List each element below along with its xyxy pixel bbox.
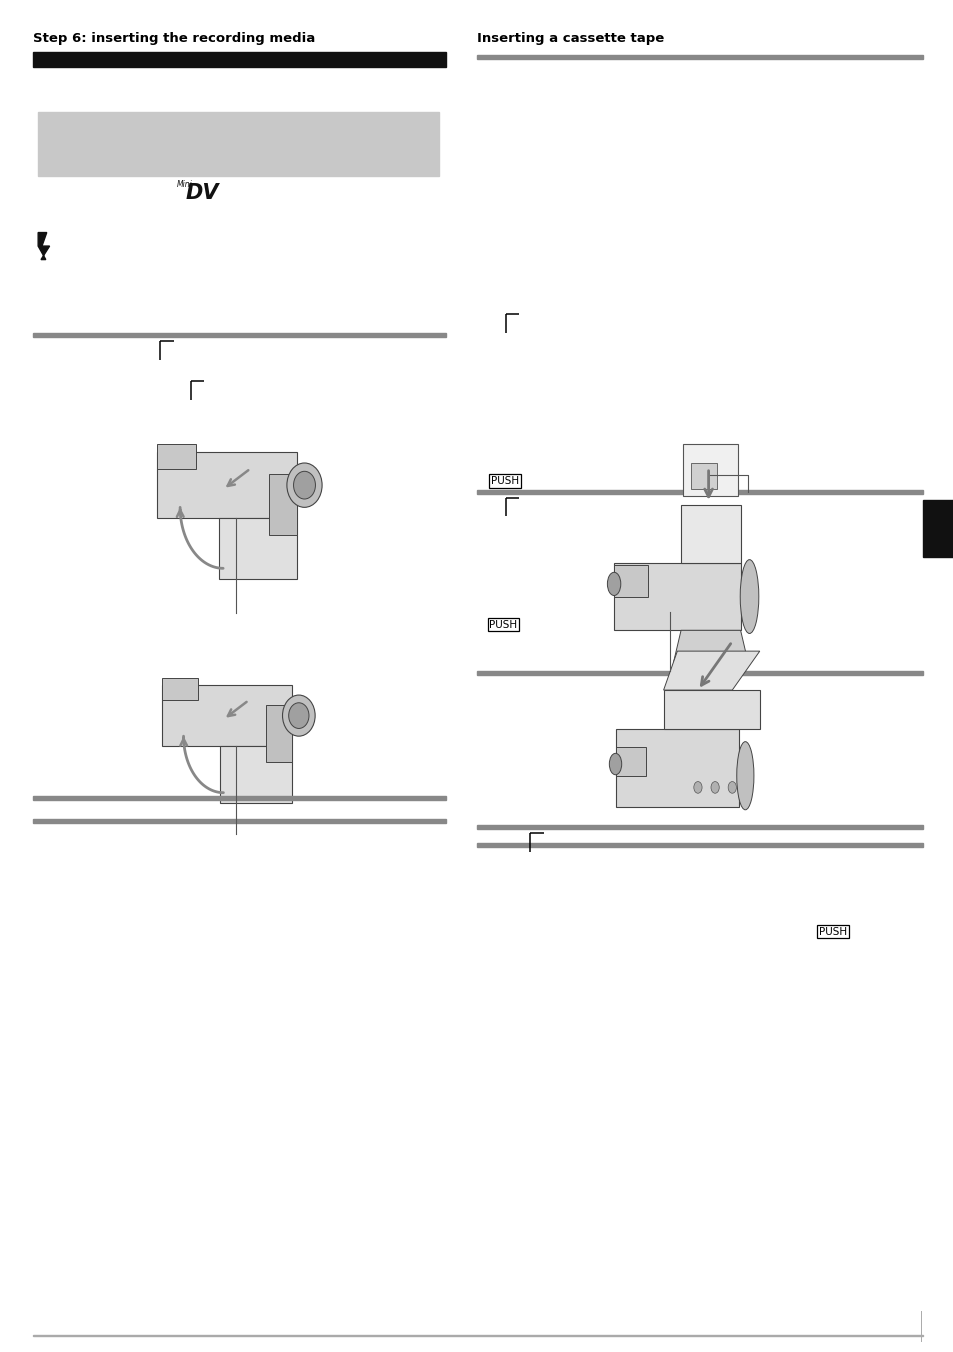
Ellipse shape bbox=[740, 560, 758, 634]
Ellipse shape bbox=[289, 703, 309, 729]
Bar bbox=[38, 112, 438, 176]
Ellipse shape bbox=[287, 462, 322, 507]
Polygon shape bbox=[38, 233, 50, 260]
Circle shape bbox=[710, 781, 719, 794]
Bar bbox=[614, 565, 647, 596]
Bar bbox=[33, 818, 446, 822]
Bar bbox=[33, 795, 446, 800]
Bar bbox=[266, 706, 292, 763]
Bar bbox=[663, 690, 759, 729]
Bar bbox=[615, 746, 646, 776]
Ellipse shape bbox=[294, 472, 315, 499]
Ellipse shape bbox=[282, 695, 314, 735]
Polygon shape bbox=[614, 562, 740, 630]
Bar bbox=[476, 825, 923, 829]
Polygon shape bbox=[663, 652, 759, 690]
Text: Step 6: inserting the recording media: Step 6: inserting the recording media bbox=[33, 31, 315, 45]
Bar bbox=[219, 746, 292, 803]
Polygon shape bbox=[162, 684, 292, 746]
Polygon shape bbox=[156, 452, 297, 518]
Circle shape bbox=[693, 781, 701, 794]
Bar bbox=[476, 54, 923, 58]
Bar bbox=[476, 844, 923, 846]
Polygon shape bbox=[673, 630, 747, 662]
Bar bbox=[681, 443, 738, 496]
Bar bbox=[680, 504, 740, 562]
Text: PUSH: PUSH bbox=[818, 926, 845, 937]
Text: PUSH: PUSH bbox=[491, 476, 518, 487]
Text: DV: DV bbox=[186, 183, 219, 203]
Bar bbox=[923, 500, 953, 557]
Bar bbox=[219, 518, 297, 580]
Bar bbox=[156, 445, 195, 469]
Bar bbox=[269, 475, 296, 535]
Bar bbox=[162, 677, 198, 700]
Circle shape bbox=[727, 781, 736, 794]
Ellipse shape bbox=[609, 753, 621, 775]
Text: Inserting a cassette tape: Inserting a cassette tape bbox=[476, 31, 663, 45]
Bar bbox=[476, 489, 923, 493]
Bar bbox=[33, 333, 446, 337]
Bar bbox=[690, 462, 716, 489]
Bar bbox=[615, 729, 739, 807]
Ellipse shape bbox=[607, 572, 620, 595]
Bar bbox=[476, 671, 923, 675]
Ellipse shape bbox=[736, 742, 753, 810]
Text: Mini: Mini bbox=[176, 180, 193, 189]
Text: PUSH: PUSH bbox=[489, 619, 517, 630]
Bar bbox=[33, 51, 446, 66]
